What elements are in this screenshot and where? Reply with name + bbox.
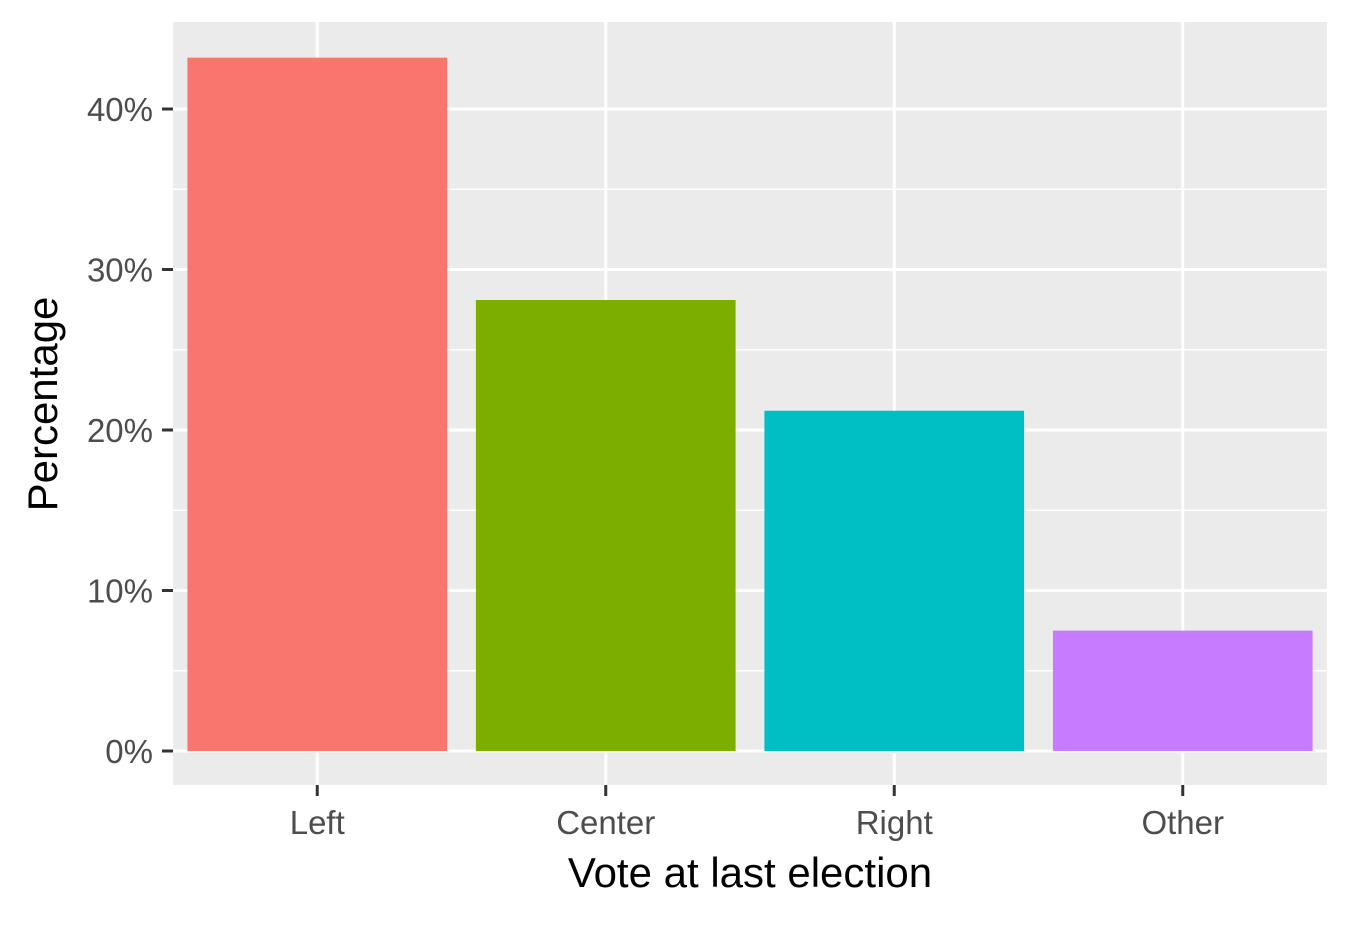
bar-center (475, 299, 736, 751)
x-tick-label: Other (1141, 804, 1224, 841)
y-tick-label: 0% (105, 733, 153, 770)
x-tick-label: Left (290, 804, 345, 841)
bars (187, 57, 1313, 751)
bar-left (187, 57, 448, 751)
y-tick-label: 10% (87, 573, 153, 610)
bar-right (764, 410, 1025, 751)
y-tick-label: 20% (87, 412, 153, 449)
x-axis: Left Center Right Other (290, 785, 1224, 841)
y-axis-title: Percentage (19, 297, 66, 512)
y-tick-label: 30% (87, 252, 153, 289)
x-tick-label: Center (556, 804, 655, 841)
y-tick-label: 40% (87, 91, 153, 128)
x-tick-label: Right (856, 804, 933, 841)
y-axis: 0% 10% 20% 30% 40% (87, 91, 173, 770)
bar-other (1052, 630, 1313, 751)
x-axis-title: Vote at last election (568, 849, 932, 896)
